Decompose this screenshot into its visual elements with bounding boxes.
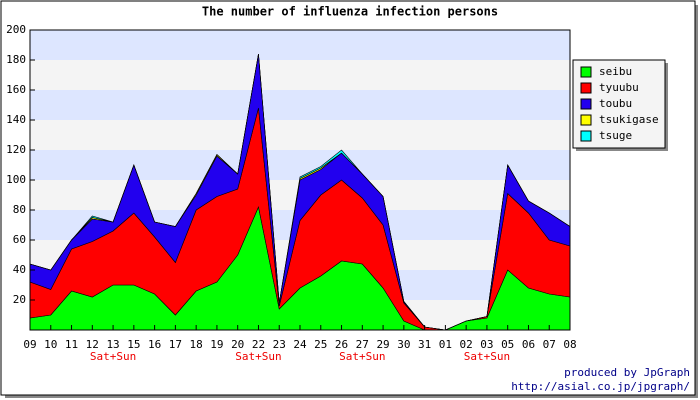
x-sublabel: Sat+Sun bbox=[464, 350, 510, 363]
x-tick-label: 22 bbox=[252, 338, 265, 351]
y-tick-label: 100 bbox=[6, 173, 26, 186]
x-tick-label: 18 bbox=[190, 338, 203, 351]
credit: http://asial.co.jp/jpgraph/ bbox=[511, 380, 690, 393]
y-tick-label: 60 bbox=[13, 233, 26, 246]
y-tick-label: 120 bbox=[6, 143, 26, 156]
x-tick-label: 15 bbox=[127, 338, 140, 351]
x-tick-label: 11 bbox=[65, 338, 78, 351]
x-tick-label: 30 bbox=[397, 338, 410, 351]
x-tick-label: 06 bbox=[522, 338, 535, 351]
legend-label: tsukigase bbox=[599, 113, 659, 126]
x-tick-label: 01 bbox=[439, 338, 452, 351]
x-tick-label: 03 bbox=[480, 338, 493, 351]
legend-label: toubu bbox=[599, 97, 632, 110]
x-tick-label: 29 bbox=[376, 338, 389, 351]
x-tick-label: 12 bbox=[86, 338, 99, 351]
x-sublabel: Sat+Sun bbox=[339, 350, 385, 363]
y-tick-label: 200 bbox=[6, 23, 26, 36]
x-tick-label: 24 bbox=[293, 338, 307, 351]
x-tick-label: 05 bbox=[501, 338, 514, 351]
y-tick-label: 40 bbox=[13, 263, 26, 276]
x-sublabel: Sat+Sun bbox=[90, 350, 136, 363]
x-tick-label: 31 bbox=[418, 338, 431, 351]
chart-title: The number of influenza infection person… bbox=[202, 5, 498, 19]
legend-label: tsuge bbox=[599, 129, 632, 142]
y-tick-label: 80 bbox=[13, 203, 26, 216]
legend-label: seibu bbox=[599, 65, 632, 78]
x-tick-label: 19 bbox=[210, 338, 223, 351]
x-tick-label: 20 bbox=[231, 338, 244, 351]
x-tick-label: 23 bbox=[273, 338, 286, 351]
legend-swatch bbox=[580, 130, 592, 142]
legend-label: tyuubu bbox=[599, 81, 639, 94]
y-tick-label: 180 bbox=[6, 53, 26, 66]
x-tick-label: 08 bbox=[563, 338, 576, 351]
band bbox=[30, 150, 570, 180]
x-sublabel: Sat+Sun bbox=[235, 350, 281, 363]
x-tick-label: 16 bbox=[148, 338, 161, 351]
legend-swatch bbox=[580, 66, 592, 78]
x-tick-label: 09 bbox=[23, 338, 36, 351]
x-tick-label: 07 bbox=[543, 338, 556, 351]
x-tick-label: 27 bbox=[356, 338, 369, 351]
band bbox=[30, 30, 570, 60]
band bbox=[30, 90, 570, 120]
y-tick-label: 160 bbox=[6, 83, 26, 96]
legend-swatch bbox=[580, 82, 592, 94]
legend-swatch bbox=[580, 114, 592, 126]
x-tick-label: 17 bbox=[169, 338, 182, 351]
x-tick-label: 26 bbox=[335, 338, 348, 351]
x-tick-label: 13 bbox=[106, 338, 119, 351]
y-tick-label: 140 bbox=[6, 113, 26, 126]
y-tick-label: 20 bbox=[13, 293, 26, 306]
x-tick-label: 02 bbox=[460, 338, 473, 351]
legend-swatch bbox=[580, 98, 592, 110]
credit: produced by JpGraph bbox=[564, 366, 690, 379]
x-tick-label: 10 bbox=[44, 338, 57, 351]
x-tick-label: 25 bbox=[314, 338, 327, 351]
